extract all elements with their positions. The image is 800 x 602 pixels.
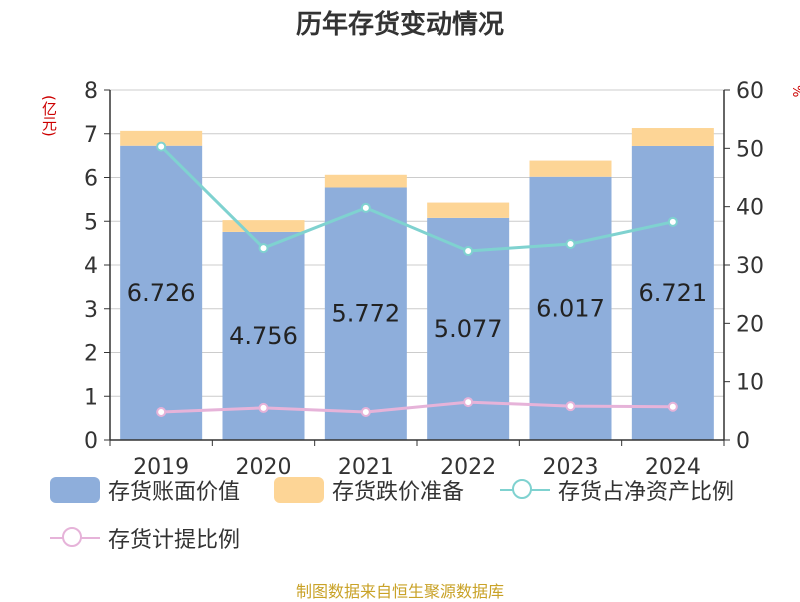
ratio-net-assets-point bbox=[565, 239, 576, 249]
left-axis-tick-label: 1 bbox=[84, 385, 98, 410]
legend-swatch-ratio-net-assets bbox=[500, 477, 550, 503]
ratio-net-assets-line bbox=[160, 145, 674, 253]
left-axis-tick-label: 2 bbox=[84, 342, 98, 367]
legend-label-book-value: 存货账面价值 bbox=[108, 480, 241, 505]
bar-book-value bbox=[529, 176, 612, 440]
left-axis-unit: (亿元) bbox=[40, 95, 58, 137]
left-axis-tick-label: 3 bbox=[84, 298, 98, 323]
provision-ratio-point bbox=[565, 401, 576, 412]
source-footer: 制图数据来自恒生聚源数据库 bbox=[295, 582, 504, 601]
bar-book-value bbox=[120, 145, 203, 441]
legend-item-reserve[interactable]: 存货跌价准备 bbox=[274, 474, 464, 506]
bar-data-label: 5.772 bbox=[331, 300, 400, 328]
provision-ratio-point bbox=[360, 407, 371, 417]
bar-reserve bbox=[631, 128, 714, 146]
left-axis-tick-label: 4 bbox=[84, 254, 98, 279]
bar-reserve bbox=[120, 130, 203, 146]
bar-reserve bbox=[427, 202, 510, 218]
ratio-net-assets-point bbox=[156, 141, 167, 152]
bar-data-label: 5.077 bbox=[434, 315, 503, 343]
x-axis-tick-label: 2023 bbox=[543, 455, 599, 480]
legend-label-ratio-net-assets: 存货占净资产比例 bbox=[558, 480, 735, 505]
bar-data-label: 4.756 bbox=[229, 322, 298, 350]
chart-title: 历年存货变动情况 bbox=[295, 10, 504, 40]
left-axis-tick-label: 6 bbox=[84, 167, 98, 192]
ratio-net-assets-point bbox=[360, 202, 371, 213]
legend-swatch-provision-ratio bbox=[50, 525, 100, 551]
ratio-net-assets-point bbox=[258, 243, 269, 254]
right-axis-tick-label: 0 bbox=[736, 429, 750, 454]
provision-ratio-line bbox=[161, 400, 673, 414]
x-axis-tick-label: 2022 bbox=[440, 455, 496, 480]
legend-label-reserve: 存货跌价准备 bbox=[332, 480, 465, 505]
left-axis-tick-label: 5 bbox=[84, 210, 98, 235]
right-axis-tick-label: 50 bbox=[736, 137, 764, 162]
right-axis-tick-label: 30 bbox=[736, 254, 764, 279]
bar-data-label: 6.017 bbox=[536, 294, 605, 322]
bar-reserve bbox=[529, 160, 612, 177]
left-axis-tick-label: 0 bbox=[84, 429, 98, 454]
legend-swatch-book-value bbox=[50, 477, 100, 503]
bar-reserve bbox=[324, 174, 407, 188]
legend-item-ratio-net-assets[interactable]: 存货占净资产比例 bbox=[500, 474, 734, 506]
x-axis-tick-label: 2020 bbox=[236, 455, 292, 480]
right-axis-tick-label: 10 bbox=[736, 371, 764, 396]
legend-label-provision-ratio: 存货计提比例 bbox=[108, 528, 241, 553]
ratio-net-assets-point bbox=[667, 216, 678, 227]
left-axis-tick-label: 7 bbox=[84, 123, 98, 148]
bar-data-label: 6.726 bbox=[127, 279, 196, 307]
right-axis-tick-label: 60 bbox=[736, 79, 764, 104]
right-axis-unit: % bbox=[790, 85, 800, 98]
legend-item-provision-ratio[interactable]: 存货计提比例 bbox=[50, 522, 240, 554]
provision-ratio-point bbox=[258, 402, 269, 413]
right-axis-tick-label: 40 bbox=[736, 196, 764, 221]
x-axis-tick-label: 2024 bbox=[645, 455, 701, 480]
right-axis-tick-label: 20 bbox=[736, 312, 764, 337]
bar-book-value bbox=[631, 145, 714, 441]
x-axis-tick-label: 2021 bbox=[338, 455, 394, 480]
left-axis-tick-label: 8 bbox=[84, 79, 98, 104]
bar-data-label: 6.721 bbox=[638, 279, 707, 307]
bar-reserve bbox=[222, 220, 305, 232]
provision-ratio-point bbox=[667, 401, 678, 412]
legend-item-book-value[interactable]: 存货账面价值 bbox=[50, 474, 240, 506]
ratio-net-assets-point bbox=[463, 246, 474, 256]
bar-book-value bbox=[324, 187, 407, 440]
legend-swatch-reserve bbox=[274, 477, 324, 503]
provision-ratio-point bbox=[463, 397, 474, 408]
provision-ratio-point bbox=[156, 407, 167, 417]
x-axis-tick-label: 2019 bbox=[133, 455, 189, 480]
